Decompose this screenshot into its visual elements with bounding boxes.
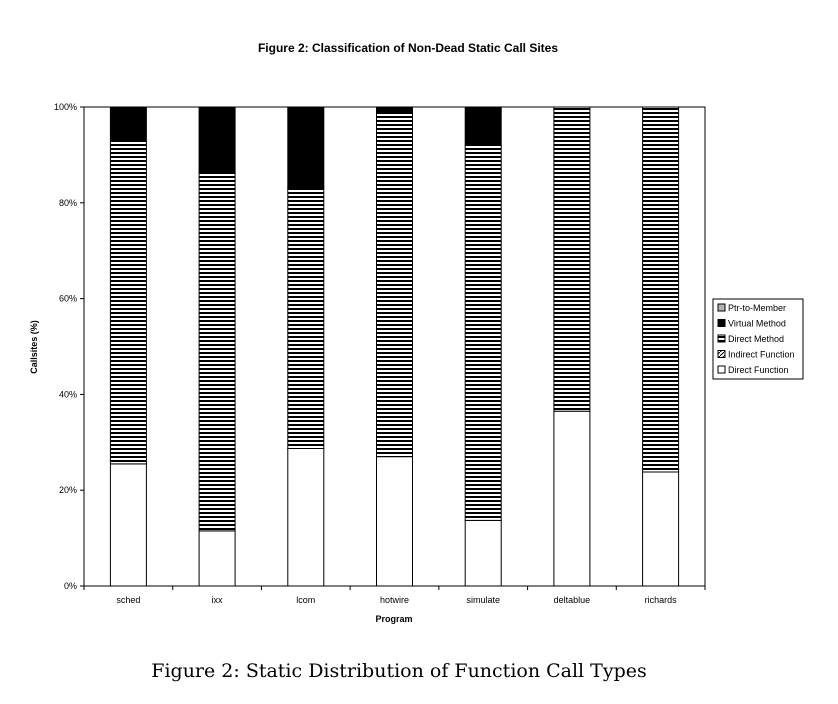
y-tick-label: 40% (59, 389, 77, 399)
legend-swatch (717, 334, 726, 343)
bars (109, 106, 680, 587)
bar-simulate-direct-function (464, 519, 502, 587)
x-tick-label-richards: richards (645, 595, 678, 605)
figure-caption: Figure 2: Static Distribution of Functio… (151, 660, 647, 682)
legend-entry: Virtual Method (728, 319, 786, 329)
y-tick-label: 80% (59, 198, 77, 208)
x-axis: sched ixx lcom hotwire simulate deltablue rich… (83, 586, 706, 605)
bar-ixx-direct-method (198, 172, 236, 532)
y-tick-label: 100% (54, 102, 77, 112)
legend-entry: Indirect Function (728, 350, 795, 360)
bar-lcom-direct-function (287, 448, 325, 587)
x-tick-label-ixx: ixx (212, 595, 223, 605)
bar-lcom-virtual-method (287, 106, 325, 189)
bar-sched-direct-method (109, 141, 147, 465)
legend-swatch (717, 319, 726, 327)
legend: Ptr-to-Member Virtual Method Direct Method… (712, 298, 804, 380)
y-axis-label: Callsites (%) (29, 320, 39, 374)
chart-title: Figure 2: Classification of Non-Dead Sta… (258, 41, 558, 55)
x-tick-label-deltablue: deltablue (554, 595, 591, 605)
y-axis: 0% 20% 40% 60% 80% 100% (54, 102, 84, 591)
legend-swatch (717, 365, 726, 374)
bar-deltablue-direct-method (553, 106, 591, 412)
bar-richards-direct-function (642, 471, 680, 587)
bar-richards-direct-method (642, 106, 680, 473)
bar-sched-direct-function (109, 463, 147, 587)
legend-entry: Direct Method (728, 334, 784, 344)
x-tick-label-hotwire: hotwire (380, 595, 409, 605)
bar-deltablue-direct-function (553, 410, 591, 587)
bar-ixx-virtual-method (198, 106, 236, 174)
y-tick-label: 60% (59, 294, 77, 304)
legend-swatch (717, 350, 726, 358)
x-tick-label-lcom: lcom (296, 595, 315, 605)
bar-hotwire-direct-method (376, 112, 413, 458)
bar-hotwire-direct-function (376, 456, 413, 587)
bar-hotwire-virtual-method (376, 106, 413, 114)
legend-swatch (717, 303, 726, 312)
legend-entry: Direct Function (728, 365, 789, 375)
x-tick-label-sched: sched (116, 595, 140, 605)
legend-frame (712, 298, 804, 380)
bar-ixx-direct-function (198, 530, 236, 587)
x-tick-label-simulate: simulate (466, 595, 500, 605)
bar-simulate-direct-method (464, 144, 502, 521)
x-axis-label: Program (375, 614, 412, 624)
bar-simulate-virtual-method (464, 106, 502, 146)
y-tick-label: 0% (64, 581, 77, 591)
bar-lcom-direct-method (287, 187, 325, 449)
y-tick-label: 20% (59, 485, 77, 495)
bar-sched-virtual-method (109, 106, 147, 142)
legend-entry: Ptr-to-Member (728, 303, 786, 313)
